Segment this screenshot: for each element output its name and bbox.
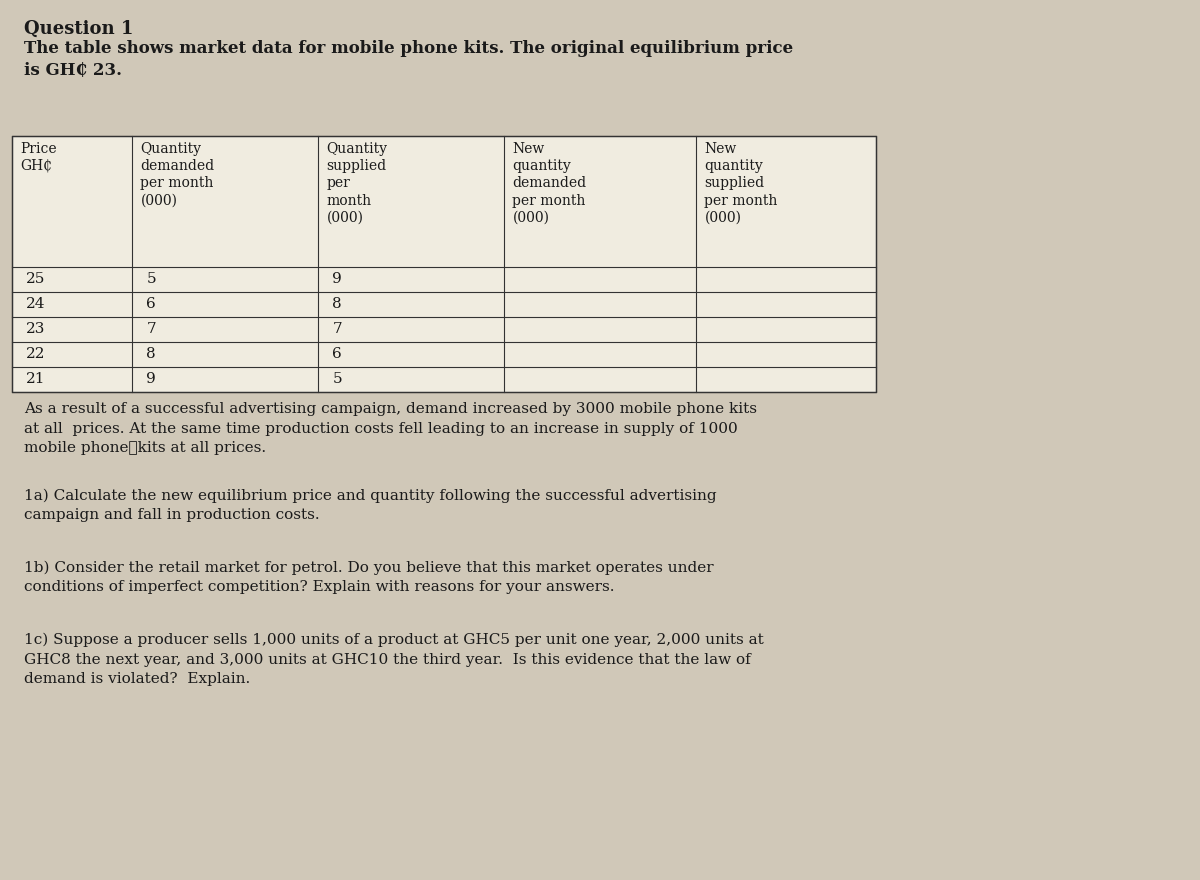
- Text: 25: 25: [26, 272, 46, 286]
- Text: 24: 24: [26, 297, 46, 312]
- Text: New
quantity
demanded
per month
(000): New quantity demanded per month (000): [512, 142, 587, 225]
- Text: 9: 9: [332, 272, 342, 286]
- Text: New
quantity
supplied
per month
(000): New quantity supplied per month (000): [704, 142, 778, 225]
- Text: 22: 22: [26, 347, 46, 361]
- Text: 8: 8: [332, 297, 342, 312]
- Text: As a result of a successful advertising campaign, demand increased by 3000 mobil: As a result of a successful advertising …: [24, 402, 757, 455]
- Text: 23: 23: [26, 322, 46, 336]
- Text: 1c) Suppose a producer sells 1,000 units of a product at GHC5 per unit one year,: 1c) Suppose a producer sells 1,000 units…: [24, 633, 763, 686]
- Text: Price
GH₵: Price GH₵: [20, 142, 58, 173]
- Text: 6: 6: [146, 297, 156, 312]
- Bar: [12, 136, 876, 392]
- Text: Question 1: Question 1: [24, 20, 133, 38]
- Text: 7: 7: [332, 322, 342, 336]
- Text: The table shows market data for mobile phone kits. The original equilibrium pric: The table shows market data for mobile p…: [24, 40, 793, 79]
- Text: 1b) Consider the retail market for petrol. Do you believe that this market opera: 1b) Consider the retail market for petro…: [24, 561, 714, 595]
- Text: 21: 21: [26, 372, 46, 386]
- Text: 1a) Calculate the new equilibrium price and quantity following the successful ad: 1a) Calculate the new equilibrium price …: [24, 488, 716, 523]
- Text: 8: 8: [146, 347, 156, 361]
- Text: 7: 7: [146, 322, 156, 336]
- Text: 9: 9: [146, 372, 156, 386]
- Text: Quantity
supplied
per
month
(000): Quantity supplied per month (000): [326, 142, 388, 225]
- Text: 5: 5: [332, 372, 342, 386]
- Text: 6: 6: [332, 347, 342, 361]
- Text: 5: 5: [146, 272, 156, 286]
- Text: Quantity
demanded
per month
(000): Quantity demanded per month (000): [140, 142, 215, 208]
